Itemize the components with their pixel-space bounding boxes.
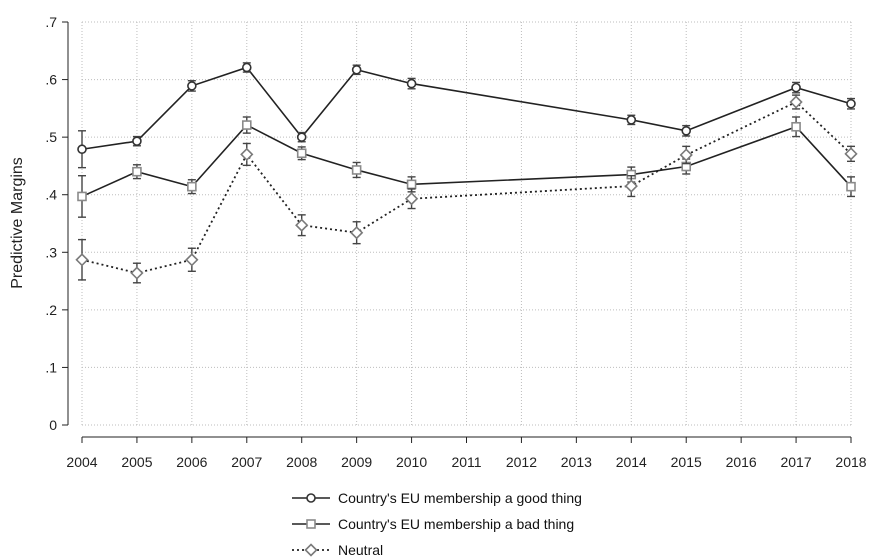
data-point (77, 144, 87, 155)
data-point (187, 81, 197, 91)
data-point (846, 98, 856, 109)
y-tick-label: .1 (45, 359, 57, 375)
y-tick-label: 0 (49, 417, 57, 433)
x-ticks: 2004 2005 2006 2007 2008 2009 2010 2011 2012 2013… (66, 437, 867, 470)
data-point (295, 218, 309, 232)
x-tick-label: 2011 (451, 454, 481, 470)
legend: Country's EU membership a good thing Coun… (292, 490, 582, 558)
data-point (844, 147, 858, 161)
data-point (624, 179, 638, 193)
legend-label: Country's EU membership a good thing (338, 490, 582, 506)
legend-item: Country's EU membership a bad thing (292, 516, 574, 532)
data-point (791, 82, 801, 93)
data-point (296, 132, 307, 142)
x-tick-label: 2008 (286, 454, 317, 470)
y-tick-label: .5 (45, 129, 57, 145)
axes (67, 22, 851, 438)
data-point (791, 121, 801, 132)
y-ticks: 0 .1 .2 .3 .4 .5 .6 .7 (45, 14, 68, 433)
data-point (350, 226, 364, 240)
data-point (404, 192, 419, 206)
data-point (351, 165, 362, 175)
x-tick-label: 2017 (780, 454, 811, 470)
data-point (132, 136, 142, 146)
data-point (241, 120, 252, 130)
legend-marker (304, 543, 318, 557)
x-tick-label: 2012 (506, 454, 537, 470)
y-tick-label: .2 (45, 302, 57, 318)
y-tick-label: .3 (45, 244, 57, 260)
legend-label: Neutral (338, 542, 383, 558)
legend-marker (306, 493, 316, 503)
x-tick-label: 2004 (66, 454, 97, 470)
data-point (846, 181, 856, 192)
series-1 (77, 62, 856, 169)
y-axis-title: Predictive Margins (9, 157, 26, 289)
data-point (351, 64, 362, 75)
data-point (296, 148, 307, 159)
data-point (626, 115, 637, 125)
data-point (185, 253, 199, 267)
data-point (132, 166, 142, 177)
series-layer (75, 62, 858, 284)
x-tick-label: 2005 (121, 454, 152, 470)
legend-item: Neutral (292, 542, 383, 558)
legend-label: Country's EU membership a bad thing (338, 516, 574, 532)
data-point (77, 191, 87, 202)
data-point (679, 148, 693, 162)
y-tick-label: .4 (45, 187, 57, 203)
y-tick-label: .7 (45, 14, 57, 30)
x-tick-label: 2015 (671, 454, 702, 470)
x-tick-label: 2013 (561, 454, 592, 470)
x-tick-label: 2014 (616, 454, 647, 470)
data-point (406, 78, 417, 89)
x-tick-label: 2016 (726, 454, 757, 470)
data-point (681, 126, 692, 136)
x-tick-label: 2009 (341, 454, 372, 470)
legend-item: Country's EU membership a good thing (292, 490, 582, 506)
data-point (240, 147, 254, 162)
x-tick-label: 2007 (231, 454, 262, 470)
y-tick-label: .6 (45, 72, 57, 88)
data-point (130, 266, 144, 280)
data-point (187, 181, 197, 192)
grid-lines (81, 21, 852, 426)
data-point (406, 179, 417, 190)
legend-marker (306, 519, 316, 529)
x-tick-label: 2018 (835, 454, 866, 470)
x-tick-label: 2006 (176, 454, 207, 470)
data-point (789, 95, 803, 109)
data-point (241, 62, 252, 73)
series-3 (75, 94, 858, 284)
data-point (75, 253, 89, 267)
x-tick-label: 2010 (396, 454, 427, 470)
